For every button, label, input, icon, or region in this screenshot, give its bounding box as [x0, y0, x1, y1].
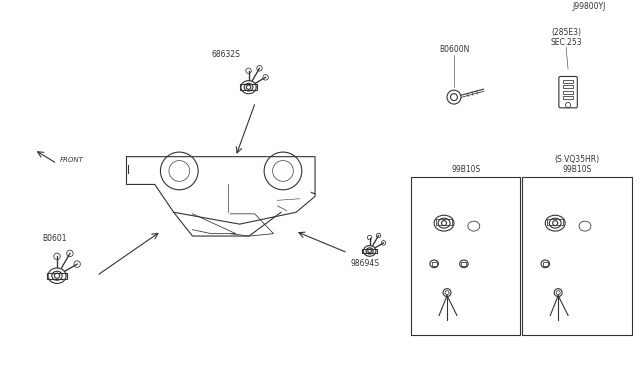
Bar: [547, 219, 563, 225]
Text: J99800YJ: J99800YJ: [572, 2, 606, 11]
Bar: [362, 249, 377, 253]
Circle shape: [553, 221, 557, 226]
Circle shape: [368, 249, 371, 253]
Bar: [47, 273, 67, 279]
Bar: [522, 176, 632, 335]
Text: (285E3): (285E3): [551, 28, 581, 36]
Text: 99B10S: 99B10S: [451, 164, 481, 174]
Circle shape: [442, 221, 447, 226]
Bar: [563, 85, 573, 88]
Bar: [412, 176, 520, 335]
Text: B0601: B0601: [42, 234, 67, 243]
Bar: [563, 80, 573, 83]
Text: FRONT: FRONT: [60, 157, 84, 163]
Bar: [240, 84, 257, 90]
Circle shape: [54, 273, 60, 278]
Bar: [461, 262, 467, 266]
Text: SEC.253: SEC.253: [550, 38, 582, 46]
Text: 99B10S: 99B10S: [563, 164, 591, 174]
Circle shape: [246, 85, 251, 89]
Bar: [563, 96, 573, 99]
Bar: [431, 262, 436, 266]
Bar: [543, 262, 548, 266]
Text: 98694S: 98694S: [350, 259, 379, 268]
Text: (S.VQ35HR): (S.VQ35HR): [554, 155, 600, 164]
Text: 68632S: 68632S: [211, 51, 240, 60]
Text: B0600N: B0600N: [439, 45, 469, 54]
Bar: [436, 219, 452, 225]
Bar: [563, 91, 573, 94]
